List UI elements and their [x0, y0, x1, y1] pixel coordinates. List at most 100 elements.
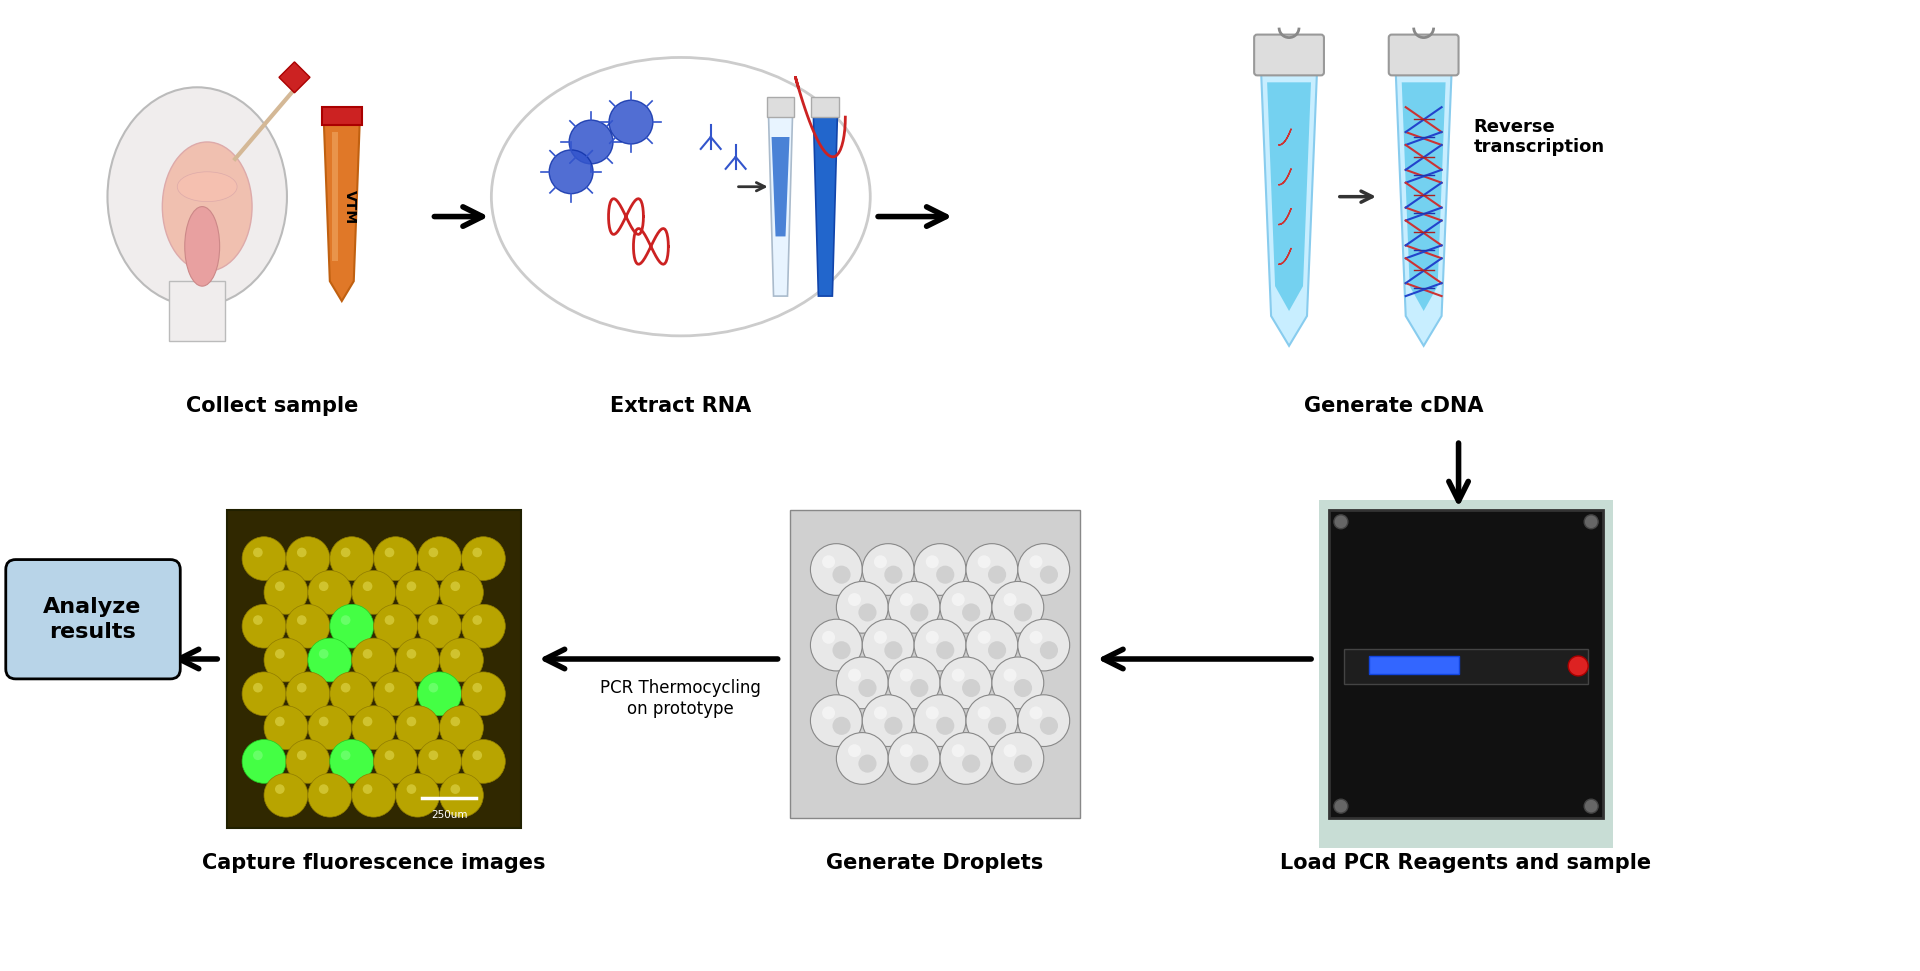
Circle shape — [925, 555, 939, 568]
Circle shape — [253, 548, 263, 557]
Circle shape — [910, 603, 929, 621]
Circle shape — [407, 785, 417, 794]
Circle shape — [451, 649, 461, 658]
Text: 250um: 250um — [432, 810, 468, 820]
Ellipse shape — [177, 172, 236, 202]
Circle shape — [319, 717, 328, 726]
Circle shape — [1584, 515, 1597, 529]
Circle shape — [440, 638, 484, 682]
Text: Reverse
transcription: Reverse transcription — [1473, 117, 1605, 156]
Circle shape — [1029, 631, 1043, 644]
Circle shape — [914, 695, 966, 747]
Ellipse shape — [184, 207, 219, 286]
Circle shape — [910, 754, 929, 773]
Polygon shape — [1402, 83, 1446, 311]
Circle shape — [428, 616, 438, 625]
Circle shape — [351, 571, 396, 615]
Circle shape — [319, 582, 328, 591]
Circle shape — [265, 773, 307, 817]
Circle shape — [874, 707, 887, 720]
Circle shape — [374, 537, 417, 581]
Circle shape — [993, 657, 1044, 709]
Circle shape — [885, 641, 902, 659]
Circle shape — [1014, 603, 1033, 621]
Polygon shape — [814, 117, 837, 296]
Text: PCR Thermocycling
on prototype: PCR Thermocycling on prototype — [601, 680, 760, 719]
Circle shape — [330, 604, 374, 648]
Circle shape — [253, 751, 263, 760]
Text: Extract RNA: Extract RNA — [611, 395, 751, 416]
Bar — [227, 510, 520, 828]
Bar — [323, 107, 361, 125]
Circle shape — [265, 638, 307, 682]
Circle shape — [993, 732, 1044, 785]
Circle shape — [330, 672, 374, 716]
Circle shape — [1334, 515, 1348, 529]
Circle shape — [1014, 679, 1033, 697]
Circle shape — [1584, 799, 1597, 813]
Circle shape — [307, 773, 351, 817]
Circle shape — [253, 683, 263, 692]
Circle shape — [977, 707, 991, 720]
Circle shape — [822, 631, 835, 644]
Circle shape — [1041, 566, 1058, 584]
FancyBboxPatch shape — [6, 559, 180, 679]
Circle shape — [286, 740, 330, 784]
Circle shape — [925, 707, 939, 720]
Bar — [1319, 500, 1613, 848]
Circle shape — [340, 616, 351, 625]
Polygon shape — [1396, 73, 1452, 346]
Circle shape — [1569, 656, 1588, 676]
Circle shape — [396, 773, 440, 817]
Circle shape — [1029, 707, 1043, 720]
Circle shape — [417, 604, 461, 648]
Circle shape — [351, 638, 396, 682]
Circle shape — [472, 751, 482, 760]
Circle shape — [351, 706, 396, 750]
Circle shape — [925, 631, 939, 644]
Text: Generate cDNA: Generate cDNA — [1304, 395, 1484, 416]
Circle shape — [849, 669, 860, 682]
Ellipse shape — [108, 87, 286, 306]
Circle shape — [849, 593, 860, 606]
Circle shape — [900, 669, 912, 682]
Circle shape — [275, 785, 284, 794]
Circle shape — [937, 566, 954, 584]
Circle shape — [966, 695, 1018, 747]
Circle shape — [952, 669, 964, 682]
Circle shape — [989, 717, 1006, 735]
Circle shape — [265, 706, 307, 750]
Circle shape — [472, 548, 482, 557]
Circle shape — [286, 604, 330, 648]
Circle shape — [275, 582, 284, 591]
Circle shape — [472, 683, 482, 692]
Circle shape — [253, 616, 263, 625]
Text: Load PCR Reagents and sample: Load PCR Reagents and sample — [1281, 853, 1651, 873]
Circle shape — [384, 616, 394, 625]
Circle shape — [461, 740, 505, 784]
Text: Generate Droplets: Generate Droplets — [826, 853, 1044, 873]
Circle shape — [889, 657, 941, 709]
Circle shape — [307, 571, 351, 615]
Circle shape — [384, 683, 394, 692]
Circle shape — [374, 604, 417, 648]
Circle shape — [862, 544, 914, 595]
Bar — [1344, 649, 1588, 684]
Circle shape — [428, 683, 438, 692]
Circle shape — [1041, 717, 1058, 735]
Circle shape — [941, 582, 993, 633]
Circle shape — [428, 751, 438, 760]
Bar — [278, 62, 309, 93]
Circle shape — [1018, 619, 1069, 671]
Circle shape — [461, 537, 505, 581]
Circle shape — [417, 740, 461, 784]
Circle shape — [275, 717, 284, 726]
Circle shape — [396, 706, 440, 750]
Circle shape — [885, 566, 902, 584]
Circle shape — [307, 638, 351, 682]
Circle shape — [451, 785, 461, 794]
Circle shape — [440, 571, 484, 615]
Circle shape — [319, 649, 328, 658]
Circle shape — [1334, 799, 1348, 813]
Bar — [169, 282, 225, 341]
